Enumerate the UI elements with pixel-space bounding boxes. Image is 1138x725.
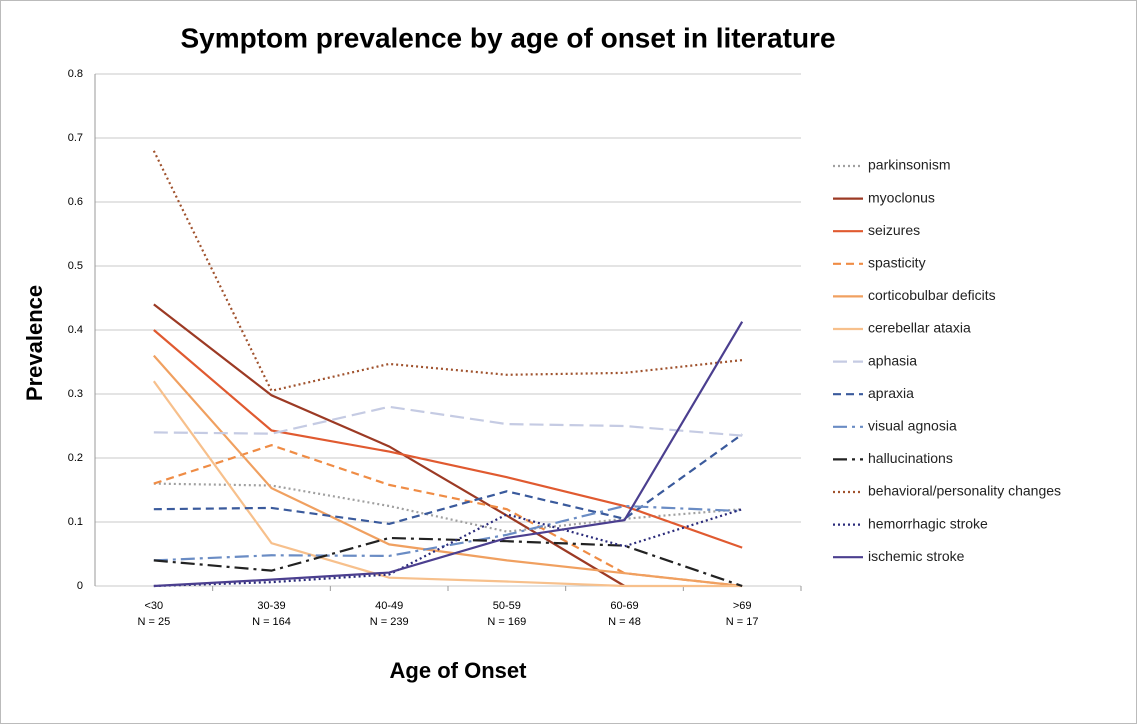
x-tick-count: N = 164 <box>252 616 291 628</box>
legend-label: corticobulbar deficits <box>868 287 996 303</box>
series-line <box>153 321 744 588</box>
x-tick-label: <30 <box>144 600 163 612</box>
legend-label: aphasia <box>868 352 917 368</box>
y-tick-label: 0.1 <box>68 516 83 528</box>
legend-label: hallucinations <box>868 450 953 466</box>
x-tick-label: >69 <box>733 600 752 612</box>
x-tick-count: N = 17 <box>726 616 759 628</box>
y-tick-label: 0.8 <box>68 68 83 80</box>
y-tick-label: 0.5 <box>68 260 83 272</box>
series-line <box>153 329 743 549</box>
series-line <box>153 303 626 587</box>
y-axis-label: Prevalence <box>22 285 47 401</box>
x-axis-label: Age of Onset <box>390 658 528 683</box>
y-tick-label: 0 <box>77 580 83 592</box>
legend-label: myoclonus <box>868 189 935 205</box>
series-line <box>153 354 743 588</box>
legend-label: hemorrhagic stroke <box>868 515 988 531</box>
x-tick-count: N = 169 <box>487 616 526 628</box>
x-tick-count: N = 48 <box>608 616 641 628</box>
x-tick-label: 50-59 <box>493 600 521 612</box>
x-tick-label: 40-49 <box>375 600 403 612</box>
x-tick-count: N = 239 <box>370 616 409 628</box>
series-line <box>153 482 743 533</box>
y-tick-label: 0.6 <box>68 196 83 208</box>
legend-label: apraxia <box>868 385 914 401</box>
series-line <box>153 504 743 562</box>
y-tick-label: 0.7 <box>68 132 83 144</box>
series-line <box>153 433 743 526</box>
x-tick-label: 30-39 <box>257 600 285 612</box>
series-line <box>153 536 743 588</box>
legend-label: ischemic stroke <box>868 548 965 564</box>
y-tick-label: 0.2 <box>68 452 83 464</box>
x-tick-label: 60-69 <box>610 600 638 612</box>
legend-label: spasticity <box>868 255 926 271</box>
series-line <box>153 508 743 588</box>
series-line <box>152 380 743 588</box>
legend-label: behavioral/personality changes <box>868 483 1061 499</box>
legend-label: visual agnosia <box>868 418 957 434</box>
legend-label: parkinsonism <box>868 157 950 173</box>
y-tick-label: 0.3 <box>68 388 83 400</box>
chart-title: Symptom prevalence by age of onset in li… <box>180 22 835 53</box>
y-tick-label: 0.4 <box>68 324 83 336</box>
x-tick-count: N = 25 <box>137 616 170 628</box>
legend-label: cerebellar ataxia <box>868 320 971 336</box>
legend-label: seizures <box>868 222 920 238</box>
